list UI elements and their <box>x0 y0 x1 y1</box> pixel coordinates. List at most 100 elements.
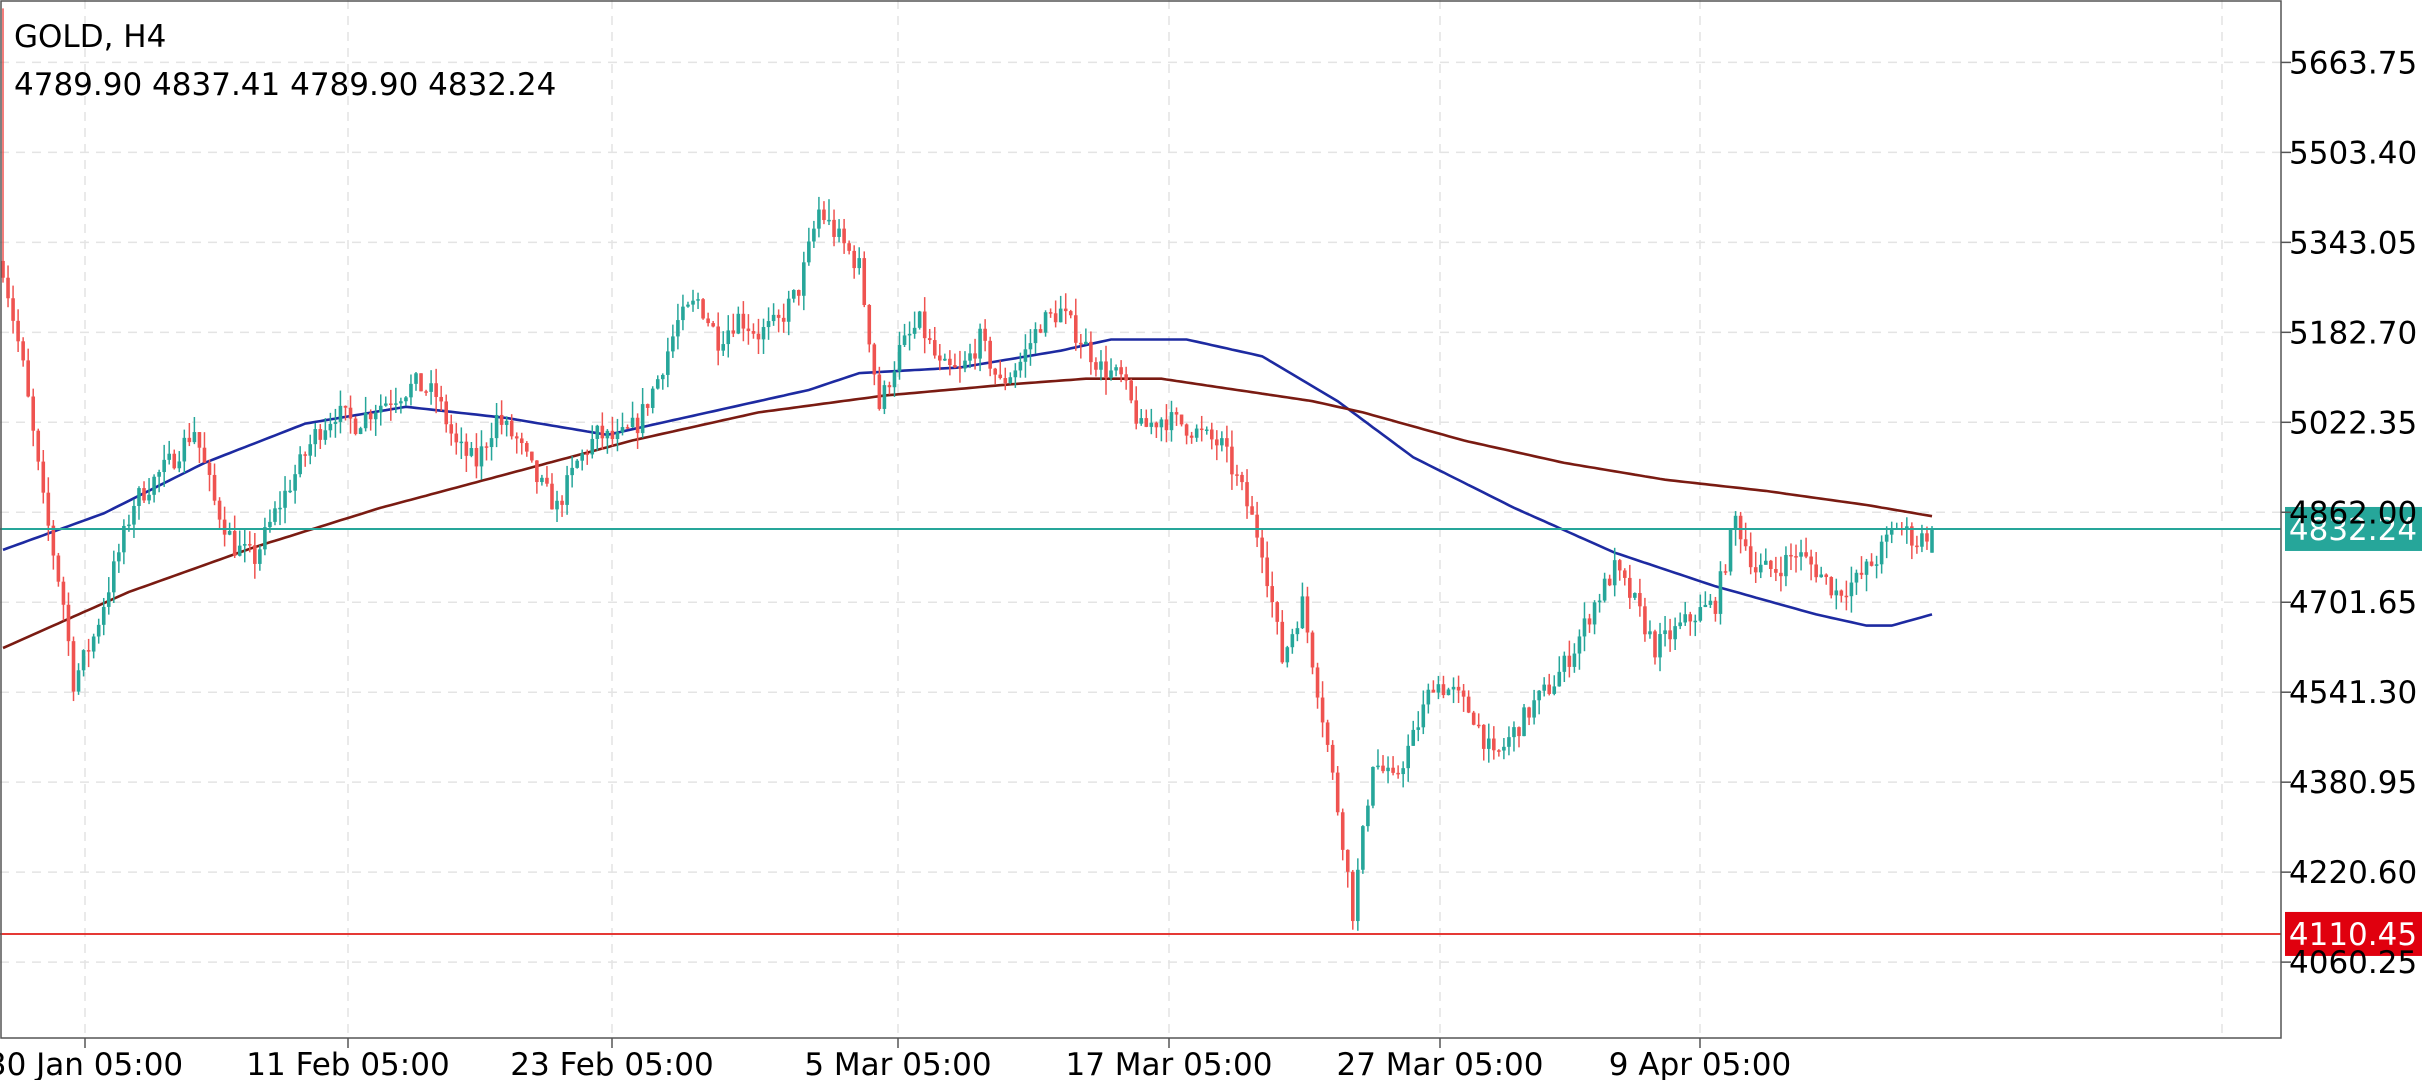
candle-body <box>1008 377 1013 384</box>
candle-body <box>1658 634 1662 658</box>
candle-body <box>1582 618 1587 637</box>
candle-body <box>1774 569 1778 573</box>
candle-body <box>444 401 449 425</box>
candle <box>1446 687 1451 696</box>
candle <box>1864 558 1869 592</box>
candle <box>1693 614 1698 637</box>
candle <box>1572 643 1577 673</box>
candle <box>1930 526 1934 553</box>
candle <box>1436 675 1441 700</box>
candle-body <box>1779 572 1783 577</box>
candle-body <box>1849 582 1854 597</box>
y-tick-label: 4220.60 <box>2289 855 2417 891</box>
candle <box>1381 755 1385 774</box>
candle <box>655 375 660 390</box>
candle <box>1003 367 1008 391</box>
candle <box>837 219 841 243</box>
candle <box>499 400 504 435</box>
candle-body <box>182 437 187 462</box>
candle <box>434 368 438 414</box>
candle-body <box>253 545 257 564</box>
candle <box>1260 528 1264 574</box>
candle <box>479 430 484 480</box>
candle <box>1527 706 1531 726</box>
candle-body <box>1345 849 1350 872</box>
candle-body <box>1411 729 1416 746</box>
candle-body <box>1633 593 1637 598</box>
candle <box>706 312 710 327</box>
candle-body <box>595 425 600 439</box>
candle-body <box>917 311 922 328</box>
candle-body <box>1542 684 1546 691</box>
candle-body <box>1396 772 1400 775</box>
candle <box>1406 734 1410 782</box>
candle-body <box>771 314 776 322</box>
candle <box>66 592 71 656</box>
candle <box>323 418 328 445</box>
candle-body <box>197 432 202 448</box>
candle-body <box>1527 707 1531 718</box>
candle-body <box>1255 514 1259 538</box>
candle-body <box>152 476 156 495</box>
candle <box>1 8 5 283</box>
candle-body <box>1769 560 1773 570</box>
candle <box>1658 622 1662 672</box>
candle <box>776 309 781 333</box>
candle <box>1834 578 1839 610</box>
candle-body <box>1476 724 1481 727</box>
candle-body <box>177 461 182 469</box>
candle-body <box>796 289 801 296</box>
symbol-timeframe-label: GOLD, H4 <box>14 19 166 55</box>
candle-body <box>1693 620 1698 623</box>
y-tick-label: 5343.05 <box>2289 225 2417 261</box>
candle-body <box>1300 596 1305 629</box>
candle <box>429 370 433 405</box>
candle-body <box>882 385 887 409</box>
candle-body <box>258 549 262 564</box>
candle-body <box>1502 746 1506 751</box>
candle-body <box>1290 634 1295 648</box>
candle <box>1723 564 1728 576</box>
candle-body <box>938 355 942 361</box>
candle-body <box>1134 400 1139 424</box>
candle-body <box>766 321 771 328</box>
candle <box>953 353 957 369</box>
candle <box>671 324 675 358</box>
candle-body <box>1189 435 1194 438</box>
candle-body <box>711 323 715 327</box>
candle <box>1184 423 1189 445</box>
candle-body <box>1708 600 1713 605</box>
candle-body <box>948 358 952 366</box>
candle <box>1209 422 1214 450</box>
candle <box>36 428 41 471</box>
candle-body <box>822 209 826 221</box>
candle-body <box>101 606 106 625</box>
candle <box>81 649 86 677</box>
candle-body <box>605 430 610 439</box>
support-level-badge-label: 4110.45 <box>2289 917 2417 953</box>
candle-body <box>1602 578 1607 601</box>
candle-body <box>867 305 872 345</box>
candle <box>1401 761 1405 788</box>
candle-body <box>741 313 746 329</box>
candle-body <box>1577 636 1582 654</box>
candle <box>1119 360 1123 383</box>
x-tick-label: 27 Mar 05:00 <box>1337 1047 1544 1080</box>
candle-body <box>1225 438 1229 447</box>
candle-body <box>192 432 197 443</box>
candle-body <box>1930 528 1934 553</box>
candle-body <box>978 328 982 359</box>
candle <box>1245 469 1249 519</box>
candle-body <box>383 403 388 406</box>
candle-body <box>625 427 630 429</box>
candle <box>1285 645 1290 668</box>
candle <box>817 196 821 238</box>
y-tick-label: 4060.25 <box>2289 945 2417 981</box>
candle-body <box>650 388 655 408</box>
candle <box>46 477 51 541</box>
candle <box>1461 684 1466 712</box>
candle-body <box>1169 412 1174 431</box>
candle <box>16 309 20 353</box>
